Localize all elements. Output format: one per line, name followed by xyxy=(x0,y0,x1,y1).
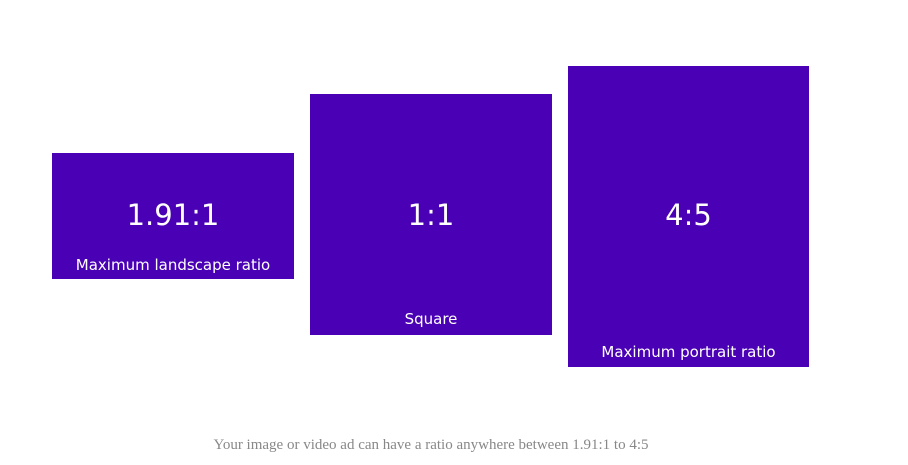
box-label: Maximum landscape ratio xyxy=(75,256,271,274)
portrait-box: 4:5 Maximum portrait ratio xyxy=(568,66,809,367)
square-box: 1:1 Square xyxy=(310,94,552,335)
ratio: 1.91:1 xyxy=(126,198,220,232)
ratio: 4:5 xyxy=(665,198,712,232)
ratio: 1:1 xyxy=(407,198,455,232)
landscape-box: 1.91:1 Maximum landscape ratio xyxy=(52,153,294,279)
box-label: Maximum portrait ratio xyxy=(601,343,776,361)
box-label: Square xyxy=(404,310,458,328)
caption: Your image or video ad can have a ratio … xyxy=(213,437,649,453)
